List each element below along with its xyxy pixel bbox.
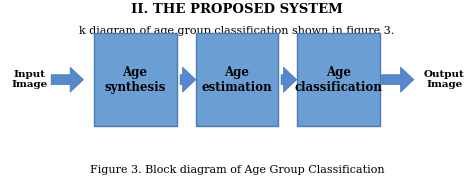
Text: Figure 3. Block diagram of Age Group Classification: Figure 3. Block diagram of Age Group Cla…: [90, 165, 384, 175]
Text: Age
estimation: Age estimation: [202, 66, 272, 94]
Text: II. THE PROPOSED SYSTEM: II. THE PROPOSED SYSTEM: [131, 3, 343, 16]
Text: k diagram of age group classification shown in figure 3.: k diagram of age group classification sh…: [79, 26, 395, 36]
Text: Age
classification: Age classification: [295, 66, 383, 94]
FancyArrow shape: [281, 67, 297, 92]
Text: Output
Image: Output Image: [424, 70, 465, 89]
FancyArrow shape: [382, 67, 414, 92]
FancyArrow shape: [51, 67, 83, 92]
FancyArrow shape: [180, 67, 196, 92]
Text: Input
Image: Input Image: [12, 70, 48, 89]
FancyBboxPatch shape: [298, 33, 380, 126]
Text: Age
synthesis: Age synthesis: [104, 66, 166, 94]
FancyBboxPatch shape: [93, 33, 176, 126]
FancyBboxPatch shape: [195, 33, 278, 126]
